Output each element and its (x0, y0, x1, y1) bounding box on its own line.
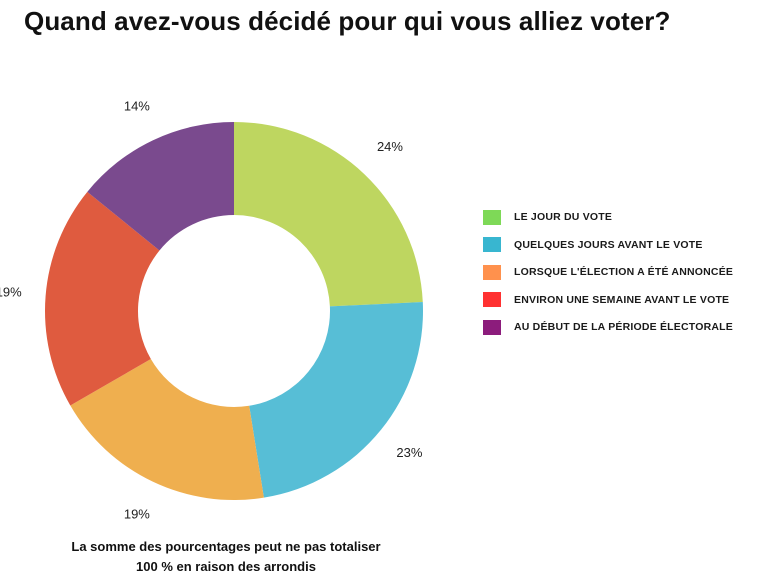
donut-chart: 24% 23% 19% 19% 14% (0, 98, 423, 521)
legend-label: LORSQUE L'ÉLECTION A ÉTÉ ANNONCÉE (514, 266, 734, 278)
donut-slice-5 (87, 122, 234, 251)
value-label-3: 19% (124, 506, 150, 521)
legend-item-quelques-jours: QUELQUES JOURS AVANT LE VOTE (483, 236, 733, 254)
donut-slice-2 (249, 302, 423, 498)
legend-swatch (483, 319, 501, 335)
legend-swatch (483, 292, 501, 307)
donut-slice-4 (45, 191, 160, 406)
slices-group (45, 122, 423, 500)
legend-label: LE JOUR DU VOTE (514, 211, 613, 223)
value-label-4: 19% (0, 285, 22, 300)
legend-item-environ-semaine: ENVIRON UNE SEMAINE AVANT LE VOTE (483, 291, 733, 309)
footnote-line-2: 100 % en raison des arrondis (136, 559, 316, 574)
value-label-2: 23% (396, 445, 422, 460)
donut-slice-3 (70, 359, 264, 500)
chart-title: Quand avez-vous décidé pour qui vous all… (24, 6, 671, 36)
legend-label: AU DÉBUT DE LA PÉRIODE ÉLECTORALE (514, 321, 733, 333)
footnote-line-1: La somme des pourcentages peut ne pas to… (71, 539, 381, 554)
legend: LE JOUR DU VOTE QUELQUES JOURS AVANT LE … (483, 208, 733, 346)
legend-item-debut-periode: AU DÉBUT DE LA PÉRIODE ÉLECTORALE (483, 318, 733, 336)
value-label-5: 14% (124, 98, 150, 113)
legend-label: QUELQUES JOURS AVANT LE VOTE (514, 238, 703, 251)
value-label-1: 24% (377, 139, 403, 154)
value-labels-group: 24% 23% 19% 19% 14% (0, 98, 423, 521)
legend-swatch (483, 264, 501, 280)
legend-swatch (483, 237, 501, 252)
legend-label: ENVIRON UNE SEMAINE AVANT LE VOTE (514, 293, 730, 306)
legend-item-lorsque-election: LORSQUE L'ÉLECTION A ÉTÉ ANNONCÉE (483, 263, 733, 281)
rounding-footnote: La somme des pourcentages peut ne pas to… (16, 537, 436, 577)
legend-swatch (483, 209, 501, 225)
legend-item-le-jour-du-vote: LE JOUR DU VOTE (483, 208, 733, 226)
donut-slice-1 (234, 122, 423, 307)
